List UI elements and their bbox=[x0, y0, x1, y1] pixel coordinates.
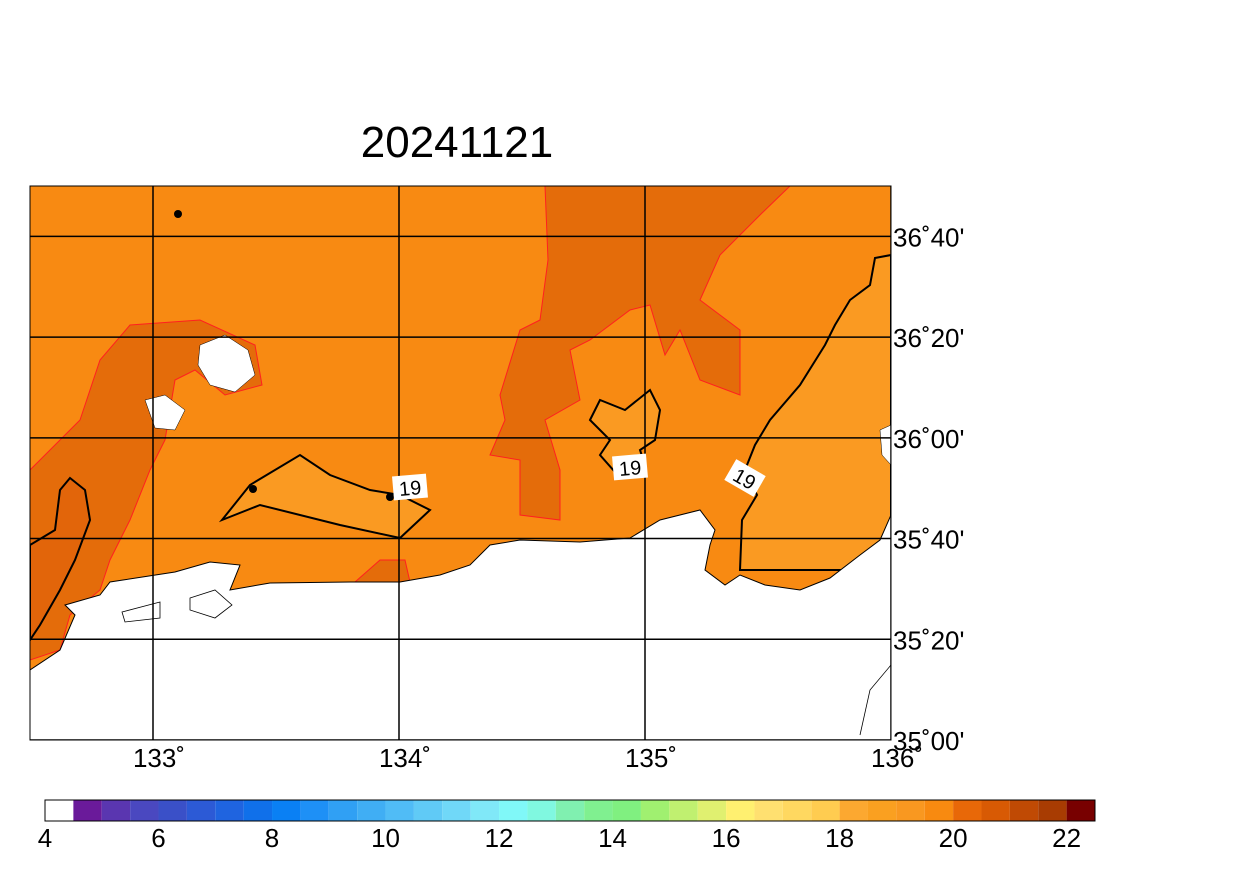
y-tick-label: 35˚40' bbox=[893, 525, 964, 555]
cool-region bbox=[588, 388, 662, 474]
colorbar-box bbox=[697, 800, 727, 821]
colorbar-box bbox=[555, 800, 585, 821]
colorbar-box bbox=[158, 800, 187, 821]
colorbar-tick-label: 12 bbox=[485, 823, 514, 853]
contour-label-box bbox=[392, 473, 428, 501]
colorbar-box bbox=[981, 800, 1010, 821]
colorbar-box bbox=[45, 800, 74, 821]
colorbar-box bbox=[272, 800, 301, 821]
colorbar-box bbox=[328, 800, 358, 821]
colorbar-tick-label: 20 bbox=[939, 823, 968, 853]
colorbar-box bbox=[839, 800, 868, 821]
colorbar-tick-label: 8 bbox=[265, 823, 279, 853]
contour-label-box bbox=[612, 453, 648, 481]
colorbar-box bbox=[442, 800, 471, 821]
colorbar-box bbox=[215, 800, 244, 821]
island bbox=[879, 424, 891, 466]
colorbar-box bbox=[470, 800, 500, 821]
warm-region bbox=[489, 186, 791, 521]
colorbar-box bbox=[1066, 800, 1095, 821]
colorbar-box bbox=[754, 800, 783, 821]
y-tick-label: 35˚20' bbox=[893, 625, 964, 655]
colorbar-box bbox=[612, 800, 641, 821]
colorbar-box bbox=[130, 800, 159, 821]
station bbox=[386, 493, 394, 501]
colorbar-box bbox=[186, 800, 216, 821]
x-tick-label: 136˚ bbox=[871, 743, 923, 773]
map-area bbox=[30, 186, 891, 740]
station bbox=[174, 210, 182, 218]
colorbar-tick-label: 18 bbox=[825, 823, 854, 853]
coast-detail bbox=[121, 589, 891, 736]
colorbar-tick-label: 16 bbox=[712, 823, 741, 853]
colorbar-frame bbox=[44, 799, 1096, 822]
colorbar-tick-label: 22 bbox=[1052, 823, 1081, 853]
y-tick-label: 36˚20' bbox=[893, 323, 964, 353]
colorbar-box bbox=[896, 800, 925, 821]
colorbar-box bbox=[924, 800, 954, 821]
colorbar-tick-label: 10 bbox=[371, 823, 400, 853]
colorbar-tick-label: 6 bbox=[151, 823, 165, 853]
colorbar-box bbox=[527, 800, 556, 821]
colorbar: 4 6 8 10 12 14 16 18 20 22 bbox=[38, 799, 1096, 853]
colorbar-box bbox=[782, 800, 812, 821]
colorbar-box bbox=[357, 800, 386, 821]
colorbar-box bbox=[243, 800, 273, 821]
y-tick-label: 35˚00' bbox=[893, 726, 964, 756]
x-tick-label: 134˚ bbox=[379, 743, 431, 773]
station bbox=[249, 485, 257, 493]
x-tick-label: 133˚ bbox=[133, 743, 185, 773]
colorbar-tick-label: 14 bbox=[598, 823, 627, 853]
y-tick-label: 36˚00' bbox=[893, 424, 964, 454]
colorbar-tick-label: 4 bbox=[38, 823, 52, 853]
contour-label-text: 19 bbox=[398, 477, 422, 501]
colorbar-box bbox=[669, 800, 698, 821]
colorbar-box bbox=[1009, 800, 1039, 821]
colorbar-box bbox=[101, 800, 131, 821]
colorbar-box bbox=[584, 800, 613, 821]
chart-title: 20241121 bbox=[361, 118, 554, 167]
colorbar-box bbox=[953, 800, 982, 821]
warm-region bbox=[30, 319, 263, 661]
colorbar-box bbox=[73, 800, 102, 821]
colorbar-box bbox=[811, 800, 840, 821]
colorbar-box bbox=[300, 800, 329, 821]
axes: 133˚ 134˚ 135˚ 136˚35˚00' 35˚20' 35˚40' 36˚00'… bbox=[133, 222, 964, 773]
x-tick-label: 135˚ bbox=[625, 743, 677, 773]
contour-label-box bbox=[724, 459, 766, 497]
map-frame bbox=[29, 185, 892, 741]
contour-label: 19 bbox=[612, 453, 648, 481]
colorbar-box bbox=[867, 800, 897, 821]
colorbar-box bbox=[1038, 800, 1067, 821]
colorbar-box bbox=[413, 800, 443, 821]
cool-region bbox=[30, 476, 92, 642]
colorbar-box bbox=[726, 800, 755, 821]
colorbar-box bbox=[385, 800, 414, 821]
cool-region bbox=[738, 253, 891, 571]
colorbar-box bbox=[499, 800, 528, 821]
y-tick-label: 36˚40' bbox=[893, 222, 964, 252]
colorbar-box bbox=[640, 800, 670, 821]
contour-label: 19 bbox=[392, 473, 428, 501]
contour-label-text: 19 bbox=[618, 457, 642, 481]
